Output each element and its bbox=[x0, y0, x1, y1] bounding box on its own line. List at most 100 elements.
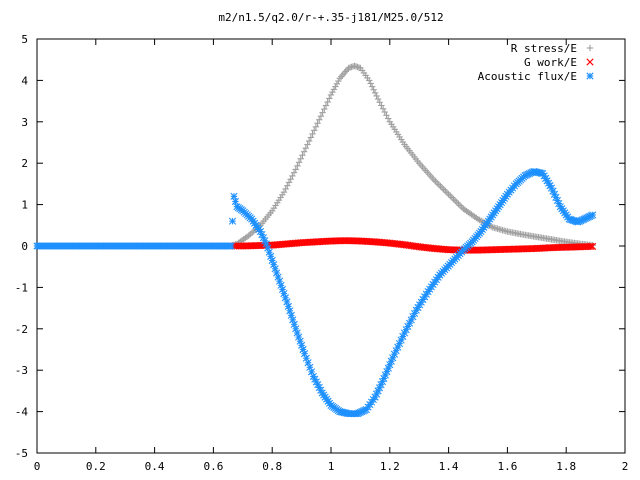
data-point bbox=[283, 298, 291, 306]
data-point bbox=[326, 95, 333, 102]
legend-marker bbox=[586, 72, 594, 80]
data-point bbox=[312, 123, 320, 131]
data-point bbox=[285, 179, 293, 186]
data-point bbox=[366, 77, 373, 84]
data-point bbox=[316, 116, 323, 123]
x-tick-label: 1.2 bbox=[380, 460, 400, 473]
data-point bbox=[290, 320, 298, 328]
data-point bbox=[370, 86, 377, 93]
data-point bbox=[587, 242, 595, 251]
data-point bbox=[332, 83, 339, 90]
data-point bbox=[297, 155, 304, 162]
data-point bbox=[378, 102, 385, 109]
data-point bbox=[228, 217, 237, 225]
x-tick-label: 1 bbox=[328, 460, 335, 473]
legend-marker bbox=[586, 58, 594, 66]
y-tick-label: -3 bbox=[15, 364, 28, 377]
data-point bbox=[329, 88, 336, 96]
data-point bbox=[300, 148, 308, 155]
x-tick-label: 1.6 bbox=[497, 460, 517, 473]
x-tick-label: 0.4 bbox=[145, 460, 165, 473]
x-tick-label: 0.8 bbox=[262, 460, 282, 473]
data-point bbox=[227, 242, 235, 250]
legend-label: Acoustic flux/E bbox=[478, 70, 577, 83]
data-point bbox=[335, 77, 342, 85]
data-point bbox=[383, 367, 391, 376]
data-point bbox=[373, 92, 380, 100]
y-tick-label: -1 bbox=[15, 281, 28, 294]
chart-title: m2/n1.5/q2.0/r-+.35-j181/M25.0/512 bbox=[218, 11, 443, 24]
data-point bbox=[299, 152, 306, 159]
data-point bbox=[281, 294, 290, 302]
y-tick-label: 5 bbox=[21, 33, 28, 46]
data-point bbox=[292, 166, 299, 173]
y-tick-label: -4 bbox=[15, 406, 29, 419]
y-tick-label: 4 bbox=[21, 74, 28, 87]
data-point bbox=[300, 350, 309, 358]
data-point bbox=[321, 105, 328, 113]
data-point bbox=[314, 120, 321, 127]
data-point bbox=[384, 115, 392, 122]
data-point bbox=[286, 307, 294, 315]
y-tick-label: 3 bbox=[21, 116, 28, 129]
y-tick-label: 0 bbox=[21, 240, 28, 253]
y-tick-label: -5 bbox=[15, 447, 28, 460]
data-point bbox=[273, 269, 281, 277]
data-point bbox=[304, 141, 311, 148]
data-point bbox=[371, 89, 379, 97]
data-point bbox=[296, 337, 304, 345]
y-tick-label: -2 bbox=[15, 323, 28, 336]
data-point bbox=[294, 162, 301, 170]
data-point bbox=[284, 302, 292, 310]
data-point bbox=[282, 185, 289, 193]
data-point bbox=[280, 188, 288, 196]
data-point bbox=[284, 182, 291, 189]
data-point bbox=[230, 192, 238, 200]
series-star bbox=[33, 167, 597, 418]
series-layer bbox=[33, 62, 597, 418]
data-point bbox=[307, 134, 315, 141]
data-point bbox=[383, 112, 390, 119]
data-point bbox=[311, 127, 318, 134]
data-point bbox=[302, 144, 309, 152]
data-point bbox=[589, 242, 597, 251]
data-point bbox=[290, 169, 298, 176]
data-point bbox=[287, 175, 294, 183]
data-point bbox=[295, 159, 303, 166]
legend-label: R stress/E bbox=[511, 42, 577, 55]
data-point bbox=[317, 112, 325, 120]
data-point bbox=[585, 242, 593, 251]
data-point bbox=[324, 98, 331, 106]
data-point bbox=[319, 109, 326, 116]
data-point bbox=[231, 197, 240, 206]
x-tick-label: 0.6 bbox=[203, 460, 223, 473]
data-point bbox=[404, 322, 412, 331]
data-point bbox=[289, 316, 297, 324]
data-point bbox=[287, 311, 295, 319]
legend-label: G work/E bbox=[524, 56, 577, 69]
data-point bbox=[322, 102, 330, 109]
y-tick-label: 2 bbox=[21, 157, 28, 170]
data-point bbox=[289, 172, 296, 180]
data-point bbox=[333, 80, 341, 88]
data-point bbox=[367, 80, 374, 87]
x-tick-label: 1.4 bbox=[439, 460, 459, 473]
data-point bbox=[277, 281, 285, 289]
data-point bbox=[376, 99, 383, 106]
x-tick-label: 0 bbox=[34, 460, 41, 473]
data-point bbox=[381, 108, 388, 116]
data-point bbox=[305, 137, 313, 145]
data-point bbox=[327, 91, 335, 99]
data-point bbox=[309, 130, 316, 138]
data-point bbox=[330, 86, 338, 93]
x-tick-label: 1.8 bbox=[556, 460, 576, 473]
axes: 0 0.2 0.4 0.6 0.8 1 1.2 1.4 1.6 1.8 2 -5 -4 -3 -2 -1 0 1 2… bbox=[15, 33, 629, 473]
data-point bbox=[267, 252, 275, 260]
data-point bbox=[374, 95, 382, 103]
data-point bbox=[268, 256, 276, 265]
data-point bbox=[361, 406, 369, 414]
data-point bbox=[589, 211, 597, 219]
x-tick-label: 2 bbox=[622, 460, 629, 473]
series-cross bbox=[230, 237, 597, 254]
